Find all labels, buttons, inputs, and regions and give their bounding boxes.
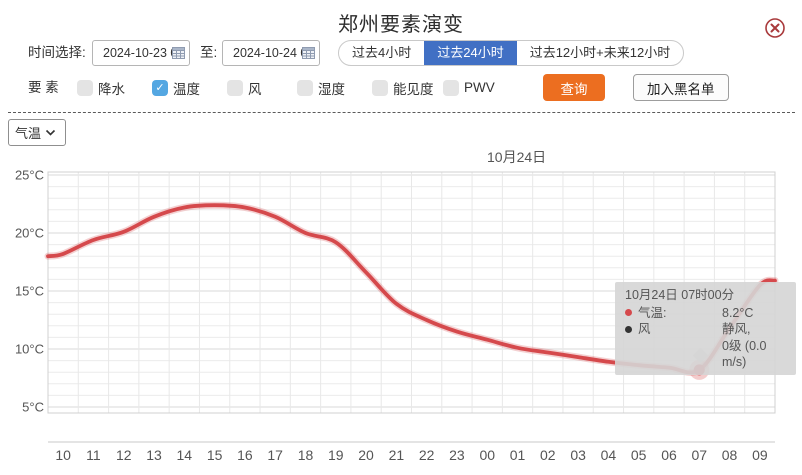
svg-text:20°C: 20°C: [15, 226, 44, 241]
svg-text:5°C: 5°C: [22, 400, 44, 415]
svg-text:07: 07: [691, 447, 707, 463]
svg-text:05: 05: [631, 447, 647, 463]
svg-text:09: 09: [752, 447, 768, 463]
close-icon: [765, 18, 785, 38]
svg-text:16: 16: [237, 447, 253, 463]
elements-label: 要 素: [28, 80, 59, 95]
svg-text:13: 13: [146, 447, 162, 463]
start-date-field: [92, 40, 190, 66]
calendar-icon[interactable]: [172, 46, 185, 64]
checkbox-icon: ✓: [77, 79, 93, 96]
end-date-input[interactable]: [231, 41, 307, 65]
svg-text:04: 04: [601, 447, 617, 463]
checkbox-wind[interactable]: ✓ 风: [227, 74, 262, 101]
svg-text:08: 08: [722, 447, 738, 463]
checkbox-icon: ✓: [443, 79, 459, 96]
checkbox-visibility[interactable]: ✓ 能见度: [372, 74, 434, 101]
temperature-dot-icon: [625, 309, 632, 317]
range-option-past4h[interactable]: 过去4小时: [352, 45, 412, 60]
tooltip-row-wind: 风 静风,: [625, 321, 786, 338]
svg-text:23: 23: [449, 447, 465, 463]
svg-text:17: 17: [267, 447, 283, 463]
chevron-down-icon: [45, 129, 56, 136]
svg-text:15°C: 15°C: [15, 284, 44, 299]
checkbox-checked-icon: ✓: [152, 79, 168, 96]
checkbox-precipitation[interactable]: ✓ 降水: [77, 74, 125, 101]
to-label: 至:: [200, 45, 218, 60]
query-button[interactable]: 查询: [543, 74, 605, 101]
svg-text:14: 14: [177, 447, 193, 463]
svg-text:20: 20: [358, 447, 374, 463]
add-blacklist-button[interactable]: 加入黑名单: [633, 74, 729, 101]
calendar-icon[interactable]: [302, 46, 315, 64]
checkbox-icon: ✓: [297, 79, 313, 96]
start-date-input[interactable]: [101, 41, 177, 65]
chart-date-label: 10月24日: [487, 149, 547, 165]
end-date-field: [222, 40, 320, 66]
svg-text:10: 10: [55, 447, 71, 463]
tooltip-time: 10月24日 07时00分: [625, 288, 735, 302]
checkbox-icon: ✓: [227, 79, 243, 96]
svg-text:10°C: 10°C: [15, 342, 44, 357]
chart-tooltip: 10月24日 07时00分 气温: 8.2°C 风 静风, 0级 (0.0 m/…: [615, 282, 796, 375]
svg-text:15: 15: [207, 447, 223, 463]
checkbox-pwv[interactable]: ✓ PWV: [443, 74, 495, 101]
checkbox-humidity[interactable]: ✓ 湿度: [297, 74, 345, 101]
range-option-past24h[interactable]: 过去24小时: [424, 41, 517, 65]
time-select-label: 时间选择:: [28, 45, 86, 60]
metric-select[interactable]: 气温: [8, 119, 66, 146]
checkbox-temperature[interactable]: ✓ 温度: [152, 74, 200, 101]
svg-text:21: 21: [389, 447, 405, 463]
separator: [8, 112, 795, 113]
tooltip-row-temperature: 气温: 8.2°C: [625, 305, 786, 322]
svg-text:00: 00: [479, 447, 495, 463]
svg-text:22: 22: [419, 447, 435, 463]
svg-text:18: 18: [298, 447, 314, 463]
svg-text:03: 03: [570, 447, 586, 463]
tooltip-row-wind-level: 0级 (0.0 m/s): [722, 338, 767, 370]
svg-text:01: 01: [510, 447, 526, 463]
svg-text:19: 19: [328, 447, 344, 463]
svg-text:06: 06: [661, 447, 677, 463]
time-range-group: 过去4小时 过去24小时 过去12小时+未来12小时: [338, 40, 685, 66]
range-option-past12h-future12h[interactable]: 过去12小时+未来12小时: [529, 45, 671, 60]
close-button[interactable]: [764, 17, 786, 39]
svg-text:11: 11: [86, 447, 101, 463]
svg-text:02: 02: [540, 447, 556, 463]
wind-dot-icon: [625, 325, 632, 333]
checkbox-icon: ✓: [372, 79, 388, 96]
svg-text:25°C: 25°C: [15, 168, 44, 183]
svg-text:12: 12: [116, 447, 132, 463]
page-title: 郑州要素演变: [338, 14, 464, 36]
